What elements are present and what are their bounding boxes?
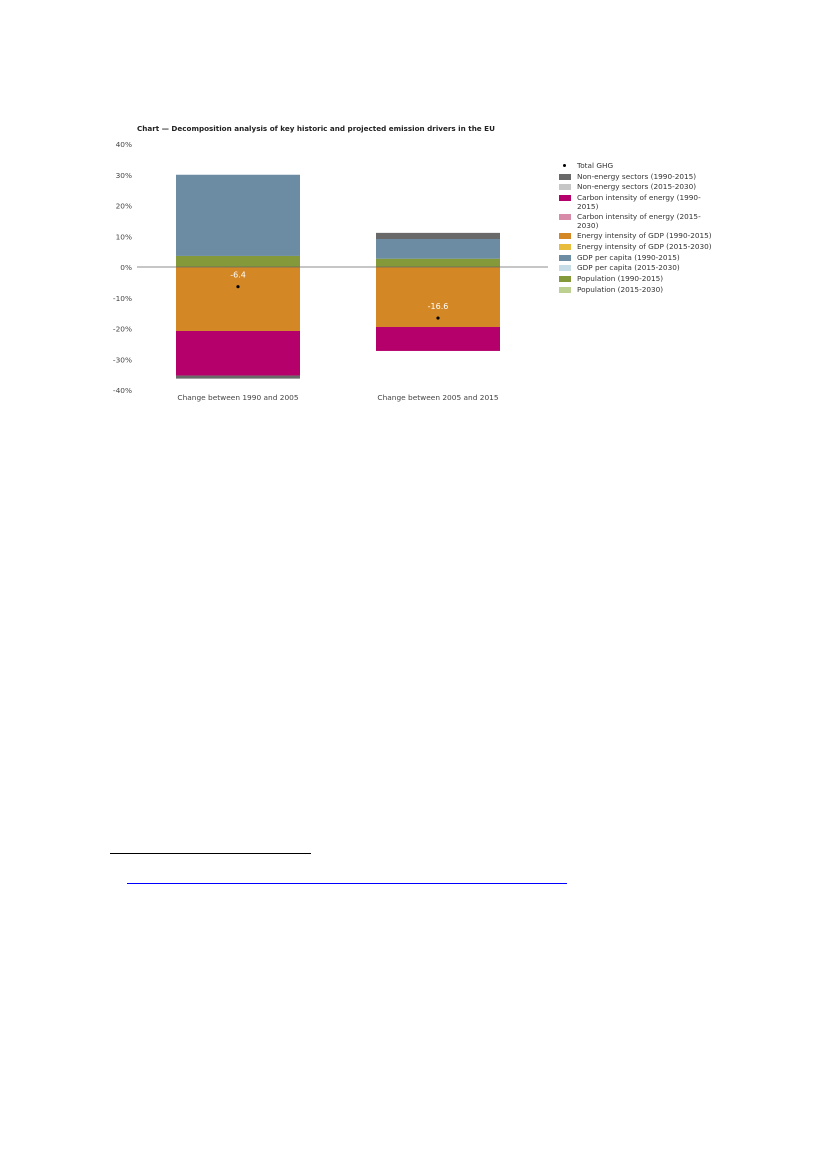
bar-segment: [176, 375, 300, 379]
legend-label: Carbon intensity of energy (2015-2030): [577, 212, 701, 230]
y-tick-label: -20%: [113, 325, 132, 334]
y-tick-label: 20%: [116, 202, 132, 211]
total-ghg-label: -16.6: [428, 302, 449, 311]
bar-segment: [376, 239, 500, 259]
legend-label: GDP per capita (1990-2015): [577, 252, 680, 262]
legend-item[interactable]: GDP per capita (1990-2015): [559, 252, 719, 262]
legend-swatch: [559, 214, 571, 221]
total-ghg-label: -6.4: [230, 271, 246, 280]
total-ghg-marker: [236, 285, 240, 289]
legend-label: Non-energy sectors (2015-2030): [577, 182, 697, 192]
legend: Total GHG Non-energy sectors (1990-2015) N…: [559, 161, 719, 297]
total-markers: -6.4 -16.6: [230, 271, 448, 320]
legend-label: Carbon intensity of energy (1990-2015): [577, 193, 701, 211]
legend-label: Total GHG: [577, 161, 614, 170]
y-tick-label: 40%: [116, 140, 132, 149]
bar-segment: [176, 267, 300, 331]
bar-segment: [176, 174, 300, 256]
legend-swatch: [559, 265, 571, 272]
x-category-label: Change between 2005 and 2015: [377, 393, 498, 402]
y-tick-label: -40%: [113, 386, 132, 395]
y-tick-label: 30%: [116, 171, 132, 180]
legend-dot-icon: [563, 164, 566, 167]
legend-item[interactable]: Energy intensity of GDP (1990-2015): [559, 232, 719, 240]
x-axis: Change between 1990 and 2005 Change betwe…: [177, 393, 498, 402]
y-tick-label: 0%: [120, 263, 132, 272]
legend-swatch: [559, 195, 571, 202]
legend-item[interactable]: Non-energy sectors (2015-2030): [559, 183, 719, 191]
bar-segment: [176, 255, 300, 267]
x-category-label: Change between 1990 and 2005: [177, 393, 298, 402]
y-axis: 40% 30% 20% 10% 0% -10% -20% -30% -40%: [113, 140, 132, 395]
legend-label: Energy intensity of GDP (1990-2015): [577, 231, 712, 241]
legend-swatch: [559, 254, 571, 261]
legend-swatch: [559, 286, 571, 293]
legend-item[interactable]: Carbon intensity of energy (2015-2030): [559, 212, 719, 230]
legend-swatch: [559, 184, 571, 191]
footnote-rule: [110, 853, 311, 854]
bar-segment: [376, 232, 500, 240]
bar-segment: [376, 326, 500, 351]
chart-plot: 40% 30% 20% 10% 0% -10% -20% -30% -40% -6.4 -16.6…: [113, 140, 548, 402]
legend-label: Energy intensity of GDP (2015-2030): [577, 242, 712, 252]
legend-swatch: [559, 276, 571, 283]
y-tick-label: -30%: [113, 355, 132, 364]
bar-segment: [176, 330, 300, 376]
chart-title: Chart — Decomposition analysis of key hi…: [137, 124, 495, 133]
legend-swatch: [559, 173, 571, 180]
legend-item[interactable]: Carbon intensity of energy (1990-2015): [559, 193, 719, 211]
legend-item[interactable]: Non-energy sectors (1990-2015): [559, 171, 719, 181]
legend-item[interactable]: Population (1990-2015): [559, 274, 719, 284]
bar-segment: [376, 258, 500, 267]
legend-item[interactable]: Total GHG: [559, 161, 719, 170]
y-tick-label: 10%: [116, 232, 132, 241]
legend-label: Non-energy sectors (1990-2015): [577, 171, 697, 181]
legend-label: Population (1990-2015): [577, 274, 664, 284]
legend-label: Population (2015-2030): [577, 284, 664, 294]
legend-swatch: [559, 233, 571, 240]
legend-label: GDP per capita (2015-2030): [577, 263, 680, 273]
legend-swatch: [559, 244, 571, 251]
bars: [176, 174, 500, 379]
footnote-link[interactable]: [127, 883, 567, 884]
legend-item[interactable]: GDP per capita (2015-2030): [559, 264, 719, 272]
total-ghg-marker: [436, 316, 440, 320]
y-tick-label: -10%: [113, 294, 132, 303]
legend-item[interactable]: Population (2015-2030): [559, 284, 719, 294]
legend-item[interactable]: Energy intensity of GDP (2015-2030): [559, 242, 719, 252]
